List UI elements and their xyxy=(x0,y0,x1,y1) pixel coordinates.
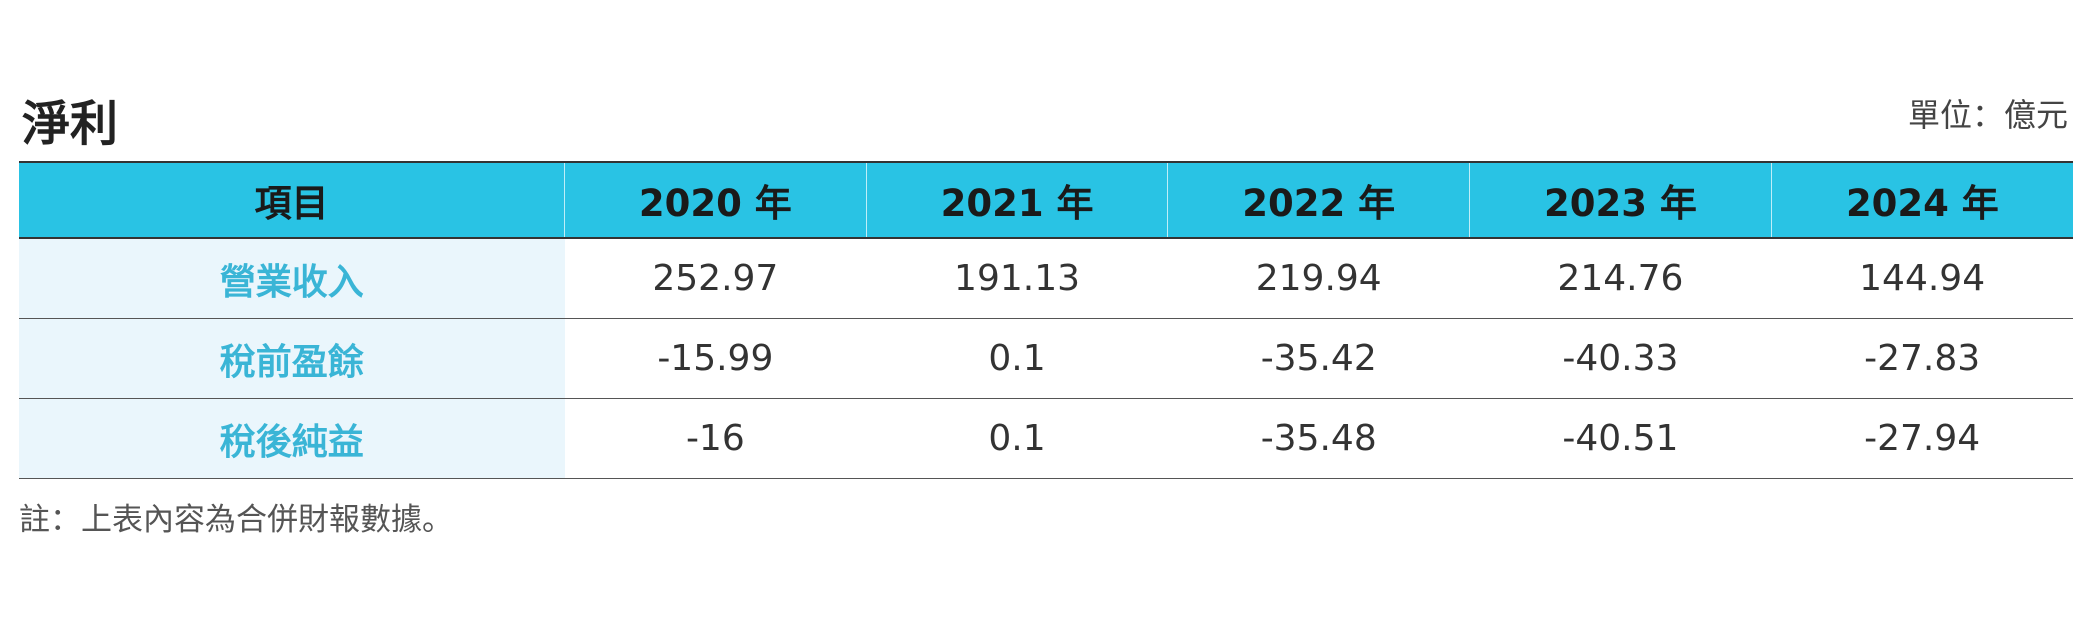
cell-value: 0.1 xyxy=(866,318,1168,399)
cell-value: 0.1 xyxy=(866,398,1168,479)
table-row: 稅前盈餘 -15.99 0.1 -35.42 -40.33 -27.83 xyxy=(19,318,2073,399)
title: 淨利 xyxy=(22,96,119,152)
cell-value: -40.51 xyxy=(1469,398,1772,479)
column-header: 2021 年 xyxy=(865,161,1168,239)
header-row: 項目 2020 年 2021 年 2022 年 2023 年 2024 年 xyxy=(19,161,2073,239)
cell-value: 214.76 xyxy=(1469,238,1772,319)
cell-value: 191.13 xyxy=(866,238,1168,319)
cell-value: -27.83 xyxy=(1771,318,2073,399)
cell-value: 252.97 xyxy=(564,238,867,319)
cell-value: -15.99 xyxy=(564,318,867,399)
cell-value: -35.48 xyxy=(1167,398,1470,479)
row-label: 營業收入 xyxy=(19,238,565,319)
table-row: 稅後純益 -16 0.1 -35.48 -40.51 -27.94 xyxy=(19,398,2073,479)
row-label: 稅後純益 xyxy=(19,398,565,479)
column-header: 2023 年 xyxy=(1469,161,1772,239)
cell-value: -35.42 xyxy=(1167,318,1470,399)
cell-value: 219.94 xyxy=(1167,238,1470,319)
cell-value: -16 xyxy=(564,398,867,479)
table-row: 營業收入 252.97 191.13 219.94 214.76 144.94 xyxy=(19,238,2073,319)
cell-value: 144.94 xyxy=(1771,238,2073,319)
unit-label: 單位：億元 xyxy=(1907,96,2068,134)
cell-value: -27.94 xyxy=(1771,398,2073,479)
column-header: 項目 xyxy=(19,161,565,239)
cell-value: -40.33 xyxy=(1469,318,1772,399)
column-header: 2022 年 xyxy=(1167,161,1470,239)
footnote: 註：上表內容為合併財報數據。 xyxy=(19,502,453,538)
row-label: 稅前盈餘 xyxy=(19,318,565,399)
table-body: 營業收入 252.97 191.13 219.94 214.76 144.94 稅前盈餘 -1… xyxy=(19,238,2073,479)
column-header: 2024 年 xyxy=(1770,161,2073,239)
column-header: 2020 年 xyxy=(564,161,867,239)
net-income-table: 項目 2020 年 2021 年 2022 年 2023 年 2024 年 營業收入 252… xyxy=(19,161,2073,479)
